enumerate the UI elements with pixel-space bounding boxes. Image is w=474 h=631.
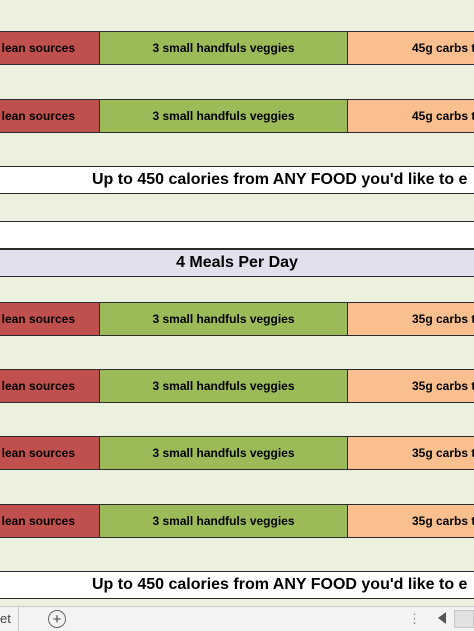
blank-row[interactable]: [0, 221, 474, 249]
protein-cell[interactable]: n lean sources: [0, 370, 100, 402]
veggies-cell-text: 3 small handfuls veggies: [152, 514, 295, 528]
meal-row: n lean sources 3 small handfuls veggies …: [0, 504, 474, 538]
free-calories-row[interactable]: Up to 450 calories from ANY FOOD you'd l…: [0, 571, 474, 599]
ellipsis-icon[interactable]: ⋮: [408, 611, 422, 626]
veggies-cell-text: 3 small handfuls veggies: [152, 312, 295, 326]
veggies-cell[interactable]: 3 small handfuls veggies: [100, 370, 348, 402]
meals-per-day-header[interactable]: 4 Meals Per Day: [0, 249, 474, 277]
carbs-cell[interactable]: 45g carbs to: [348, 100, 474, 132]
veggies-cell[interactable]: 3 small handfuls veggies: [100, 100, 348, 132]
sheet-tab[interactable]: et: [0, 611, 11, 626]
veggies-cell[interactable]: 3 small handfuls veggies: [100, 303, 348, 335]
carbs-cell[interactable]: 35g carbs to: [348, 437, 474, 469]
veggies-cell-text: 3 small handfuls veggies: [152, 109, 295, 123]
free-calories-row[interactable]: Up to 450 calories from ANY FOOD you'd l…: [0, 166, 474, 194]
free-calories-text: Up to 450 calories from ANY FOOD you'd l…: [92, 171, 468, 188]
spreadsheet-grid: n lean sources 3 small handfuls veggies …: [0, 31, 474, 599]
carbs-cell[interactable]: 35g carbs t: [348, 505, 474, 537]
veggies-cell[interactable]: 3 small handfuls veggies: [100, 505, 348, 537]
plus-circle-icon[interactable]: +: [48, 610, 66, 628]
carbs-cell-text: 35g carbs t: [412, 514, 474, 528]
carbs-cell[interactable]: 35g carbs to: [348, 303, 474, 335]
meal-row: n lean sources 3 small handfuls veggies …: [0, 99, 474, 133]
carbs-cell-text: 35g carbs to: [412, 446, 474, 460]
free-calories-text: Up to 450 calories from ANY FOOD you'd l…: [92, 576, 468, 593]
veggies-cell-text: 3 small handfuls veggies: [152, 379, 295, 393]
carbs-cell-text: 45g carbs to: [412, 109, 474, 123]
protein-cell-text: n lean sources: [0, 379, 75, 393]
meal-row: n lean sources 3 small handfuls veggies …: [0, 436, 474, 470]
veggies-cell-text: 3 small handfuls veggies: [152, 446, 295, 460]
carbs-cell-text: 35g carbs to: [412, 379, 474, 393]
meals-per-day-title: 4 Meals Per Day: [176, 254, 298, 271]
tab-divider: [18, 607, 19, 631]
protein-cell[interactable]: n lean sources: [0, 32, 100, 64]
meal-row: n lean sources 3 small handfuls veggies …: [0, 369, 474, 403]
protein-cell-text: n lean sources: [0, 446, 75, 460]
triangle-left-icon[interactable]: [438, 612, 446, 624]
veggies-cell[interactable]: 3 small handfuls veggies: [100, 32, 348, 64]
veggies-cell[interactable]: 3 small handfuls veggies: [100, 437, 348, 469]
carbs-cell-text: 35g carbs to: [412, 312, 474, 326]
protein-cell-text: n lean sources: [0, 514, 75, 528]
carbs-cell-text: 45g carbs te: [412, 41, 474, 55]
carbs-cell[interactable]: 45g carbs te: [348, 32, 474, 64]
protein-cell[interactable]: n lean sources: [0, 437, 100, 469]
veggies-cell-text: 3 small handfuls veggies: [152, 41, 295, 55]
protein-cell[interactable]: n lean sources: [0, 100, 100, 132]
protein-cell[interactable]: n lean sources: [0, 303, 100, 335]
meal-row: n lean sources 3 small handfuls veggies …: [0, 31, 474, 65]
sheet-tab-bar: et + ⋮: [0, 606, 474, 631]
protein-cell[interactable]: n lean sources: [0, 505, 100, 537]
protein-cell-text: n lean sources: [0, 312, 75, 326]
horizontal-scrollbar[interactable]: [454, 610, 474, 628]
protein-cell-text: n lean sources: [0, 109, 75, 123]
meal-row: n lean sources 3 small handfuls veggies …: [0, 302, 474, 336]
protein-cell-text: n lean sources: [0, 41, 75, 55]
carbs-cell[interactable]: 35g carbs to: [348, 370, 474, 402]
